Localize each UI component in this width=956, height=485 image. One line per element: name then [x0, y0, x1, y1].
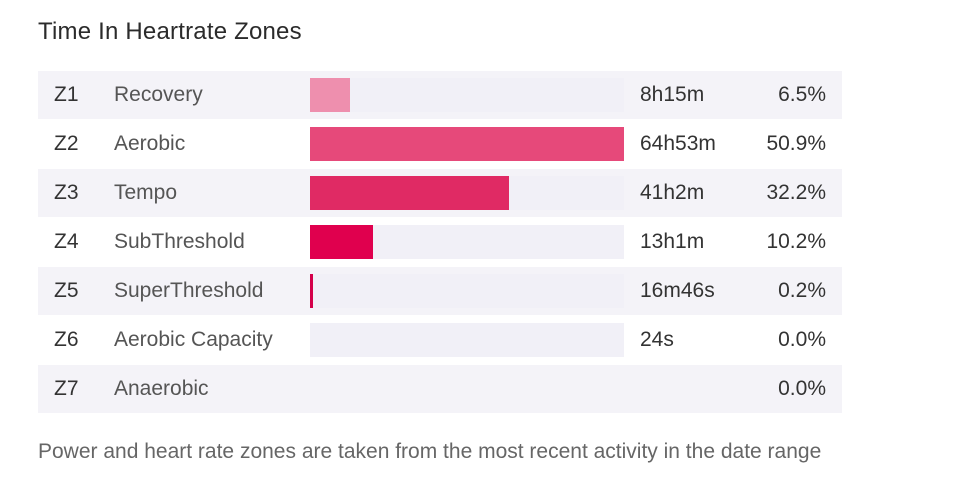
- zone-row-z6: Z6 Aerobic Capacity 24s 0.0%: [38, 316, 842, 364]
- zone-code: Z2: [54, 132, 79, 155]
- zone-name: Aerobic Capacity: [114, 328, 273, 351]
- zone-row-z7: Z7 Anaerobic 0.0%: [38, 365, 842, 413]
- zone-name: Recovery: [114, 83, 203, 106]
- zone-bar: [310, 78, 350, 112]
- zone-time: 24s: [640, 328, 674, 351]
- zone-row-z4: Z4 SubThreshold 13h1m 10.2%: [38, 218, 842, 266]
- zone-bar-track: [310, 274, 624, 308]
- footnote: Power and heart rate zones are taken fro…: [38, 440, 822, 463]
- zone-code: Z7: [54, 377, 79, 400]
- zone-time: 16m46s: [640, 279, 715, 302]
- zone-name: Tempo: [114, 181, 178, 204]
- zone-name: SubThreshold: [114, 230, 245, 253]
- zone-bar-track: [310, 176, 624, 210]
- zone-time: 13h1m: [640, 230, 705, 253]
- zone-name: Anaerobic: [114, 377, 209, 400]
- zone-percent: 0.0%: [778, 377, 826, 400]
- zone-bar: [310, 176, 509, 210]
- zone-bar-track: [310, 323, 624, 357]
- zones-table: Z1 Recovery 8h15m 6.5% Z2 Aerobic 64h53m 50.9% Z…: [38, 71, 842, 414]
- zone-bar-track: [310, 225, 624, 259]
- zone-percent: 10.2%: [766, 230, 826, 253]
- zone-code: Z4: [54, 230, 79, 253]
- zone-code: Z6: [54, 328, 79, 351]
- zone-row-z1: Z1 Recovery 8h15m 6.5%: [38, 71, 842, 119]
- zone-percent: 32.2%: [766, 181, 826, 204]
- zone-bar-track: [310, 78, 624, 112]
- zone-bar: [310, 225, 373, 259]
- zone-percent: 6.5%: [778, 83, 826, 106]
- zone-row-z2: Z2 Aerobic 64h53m 50.9%: [38, 120, 842, 168]
- zone-percent: 0.0%: [778, 328, 826, 351]
- zone-bar: [310, 274, 313, 308]
- zone-percent: 0.2%: [778, 279, 826, 302]
- zone-code: Z3: [54, 181, 79, 204]
- zone-percent: 50.9%: [766, 132, 826, 155]
- zone-code: Z5: [54, 279, 79, 302]
- zone-time: 64h53m: [640, 132, 716, 155]
- zone-row-z3: Z3 Tempo 41h2m 32.2%: [38, 169, 842, 217]
- zone-row-z5: Z5 SuperThreshold 16m46s 0.2%: [38, 267, 842, 315]
- zone-bar-track: [310, 127, 624, 161]
- zone-bar: [310, 127, 624, 161]
- zone-time: 41h2m: [640, 181, 705, 204]
- zone-name: SuperThreshold: [114, 279, 264, 302]
- zone-time: 8h15m: [640, 83, 705, 106]
- zone-code: Z1: [54, 83, 79, 106]
- chart-title: Time In Heartrate Zones: [38, 18, 302, 45]
- zone-name: Aerobic: [114, 132, 186, 155]
